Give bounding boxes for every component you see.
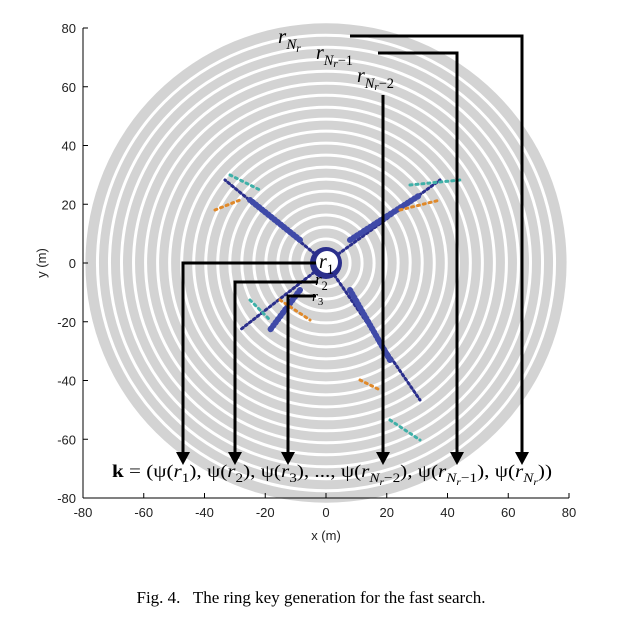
math-part: r <box>374 81 379 93</box>
x-tick-label: -80 <box>74 505 93 520</box>
arrow <box>350 34 524 455</box>
math-part: −2 <box>384 470 400 485</box>
axes: -80 -60 -40 -20 0 20 40 60 80 -80 -60 -40 -20 0 20 40 60… <box>34 21 576 543</box>
x-tick-label: -40 <box>195 505 214 520</box>
math-part: −1 <box>338 53 353 69</box>
arrow-head <box>228 452 242 465</box>
math-part: N <box>323 53 335 69</box>
y-tick-label: -80 <box>57 491 76 506</box>
math-part: ), ψ( <box>477 461 515 482</box>
y-tick-label: -20 <box>57 315 76 330</box>
math-part: r <box>278 24 287 48</box>
x-tick-label: -60 <box>134 505 153 520</box>
y-tick-label: 60 <box>62 80 76 95</box>
math-part: r <box>456 477 461 488</box>
math-part: r <box>438 461 447 481</box>
math-part: k <box>112 461 124 481</box>
math-part: r <box>174 461 183 481</box>
math-part: 1 <box>327 262 334 278</box>
math-text: r2 <box>315 270 328 293</box>
math-part: r <box>357 65 365 87</box>
x-tick-label: 40 <box>440 505 454 520</box>
math-part: ), ψ( <box>400 461 438 482</box>
math-part: r <box>515 461 524 481</box>
math-text: k = (ψ(r1), ψ(r2), ψ(r3), ..., ψ(rN r−2),… <box>112 461 552 488</box>
math-part: 2 <box>236 470 244 485</box>
ring-border <box>156 93 496 433</box>
math-part: N <box>522 470 535 485</box>
x-tick-label: 60 <box>501 505 515 520</box>
math-part: ), ..., ψ( <box>297 461 361 482</box>
label-backdrop <box>316 251 338 273</box>
x-tick-label: 0 <box>322 505 329 520</box>
math-text: rNr−2 <box>357 65 394 93</box>
y-tick-label: 40 <box>62 139 76 154</box>
ring-border <box>120 57 532 469</box>
ring-border <box>144 81 508 445</box>
arrow <box>181 261 318 455</box>
math-part: r <box>315 270 322 289</box>
math-part: r <box>361 461 370 481</box>
math-part: ), ψ( <box>189 461 227 482</box>
math-part: 3 <box>289 470 297 485</box>
arrow-head <box>281 452 295 465</box>
math-text: r1 <box>319 251 334 278</box>
arrow-head <box>450 452 464 465</box>
arrow <box>233 280 318 455</box>
y-tick-label: -40 <box>57 374 76 389</box>
x-tick-label: -20 <box>256 505 275 520</box>
caption: Fig. 4. The ring key generation for the … <box>136 588 485 607</box>
ring-border <box>168 105 484 421</box>
x-tick-label: 80 <box>562 505 576 520</box>
math-text: rNr <box>278 24 301 55</box>
math-part: r <box>379 477 384 488</box>
math-text: rNr−1 <box>316 42 353 70</box>
math-part: r <box>227 461 236 481</box>
math-text: r3 <box>312 289 323 308</box>
math-part: = (ψ( <box>124 461 174 482</box>
math-part: ), ψ( <box>243 461 281 482</box>
math-part: N <box>445 470 458 485</box>
y-tick-label: -60 <box>57 432 76 447</box>
y-tick-label: 20 <box>62 197 76 212</box>
x-axis-label: x (m) <box>311 528 341 543</box>
ring-border <box>95 33 557 493</box>
math-part: N <box>364 76 376 92</box>
y-tick-label: 80 <box>62 21 76 36</box>
y-tick-label: 0 <box>69 256 76 271</box>
math-part: r <box>533 477 538 488</box>
math-part: r <box>281 461 290 481</box>
arrow-head <box>376 452 390 465</box>
math-part: r <box>316 42 324 64</box>
ring-border <box>107 45 545 481</box>
math-part: r <box>319 251 327 273</box>
arrows <box>181 34 524 455</box>
cloud-arm <box>213 198 442 392</box>
arrow <box>378 51 459 455</box>
cloud-arm <box>228 173 462 442</box>
arrow-head <box>176 452 190 465</box>
math-part: )) <box>538 461 552 482</box>
y-axis-label: y (m) <box>34 248 49 278</box>
ring-border <box>132 69 520 457</box>
math-part: r <box>312 289 318 305</box>
arrow-heads <box>176 452 529 465</box>
math-part: r <box>296 43 301 55</box>
x-tick-label: 20 <box>380 505 394 520</box>
arrow-head <box>515 452 529 465</box>
math-part: r <box>333 58 338 70</box>
math-part: 2 <box>322 279 328 293</box>
math-part: 1 <box>182 470 190 485</box>
math-part: −1 <box>461 470 477 485</box>
math-part: N <box>368 470 381 485</box>
arrow <box>286 294 316 455</box>
cloud-arm <box>247 192 423 363</box>
math-part: 3 <box>318 296 323 308</box>
math-part: N <box>285 37 297 53</box>
math-part: −2 <box>379 76 394 92</box>
